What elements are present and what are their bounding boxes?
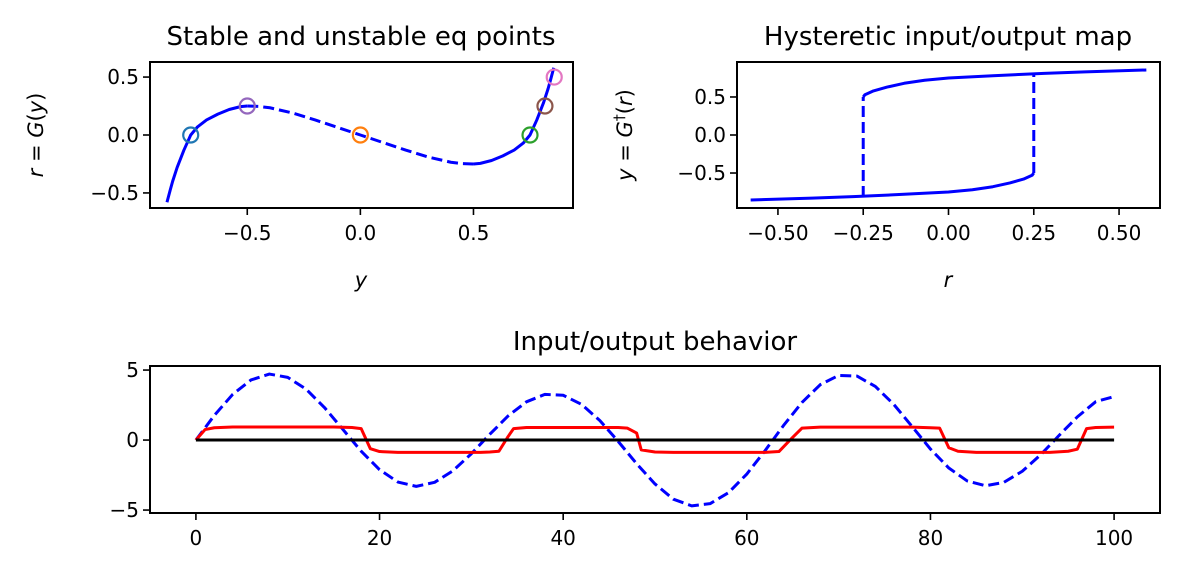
series-line-unstable-middle: [247, 104, 474, 166]
series-line-upper-branch: [862, 68, 1147, 98]
chart-title: Hysteretic input/output map: [764, 22, 1132, 52]
x-tick-label: 0.0: [344, 221, 376, 245]
x-tick-label: 0.5: [458, 221, 490, 245]
series-line-input-r: [194, 372, 1115, 508]
x-tick-label: 0.25: [1012, 221, 1057, 245]
x-tick-label: 0.00: [926, 221, 971, 245]
y-axis-label-close: ): [24, 93, 48, 101]
series-line-stable-left: [165, 104, 248, 203]
y-axis-label-fn: G: [24, 121, 48, 137]
y-axis-label-close: ): [613, 89, 637, 97]
series-line-output-y: [194, 425, 1115, 454]
x-tick-label: 0.50: [1097, 221, 1142, 245]
chart-title: Stable and unstable eq points: [166, 22, 555, 52]
y-tick-label: 0.0: [107, 123, 139, 147]
plot-area: 0 20 40 60 80 100 −5 0 5: [110, 358, 1161, 550]
chart-title: Input/output behavior: [513, 327, 798, 357]
axes-frame: [736, 61, 1161, 209]
x-tick-label: 100: [1095, 526, 1133, 550]
y-axis-label-arg: r: [613, 96, 637, 106]
y-axis-label-open: (: [613, 106, 637, 114]
x-tick-label: 80: [918, 526, 943, 550]
y-axis-label-eq: =: [613, 137, 637, 168]
series-line-stable-right: [473, 67, 556, 166]
panel-input-output-behavior: Input/output behavior 0 20 40 60 80 100 −5 0 5: [110, 327, 1161, 550]
y-axis-label-sup: †: [612, 114, 628, 121]
y-tick-label: −0.5: [677, 161, 726, 185]
y-tick-label: −0.5: [90, 181, 139, 205]
eq-point-marker: [182, 126, 200, 144]
x-tick-label: 40: [550, 526, 575, 550]
series-line-lower-branch: [750, 172, 1035, 202]
y-axis-label: r = G(y): [24, 93, 48, 178]
y-tick-label: 0: [126, 428, 139, 452]
x-tick-label: −0.5: [223, 221, 272, 245]
x-tick-label: −0.25: [833, 221, 894, 245]
eq-point-marker: [351, 126, 369, 144]
eq-point-marker: [545, 68, 563, 86]
y-axis-label-lhs: r: [24, 167, 48, 177]
eq-point-marker: [536, 97, 554, 115]
x-tick-label: 60: [734, 526, 759, 550]
series-group: [194, 372, 1115, 508]
y-axis-label-fn: G: [613, 121, 637, 137]
y-tick-label: 0.5: [107, 65, 139, 89]
eq-point-marker: [238, 97, 256, 115]
x-tick-label: −0.50: [747, 221, 808, 245]
series-group: [165, 67, 556, 203]
y-tick-label: −5: [110, 498, 139, 522]
plot-area: −0.50 −0.25 0.00 0.25 0.50 −0.5 0.0 0.5: [677, 61, 1161, 245]
y-axis-label-open: (: [24, 113, 48, 121]
y-axis-label: y = G†(r): [612, 89, 637, 182]
y-tick-label: 5: [126, 358, 139, 382]
plot-area: −0.5 0.0 0.5 −0.5 0.0 0.5: [90, 61, 574, 245]
y-tick-label: 0.5: [694, 85, 726, 109]
series-group: [750, 68, 1147, 202]
x-axis-label: r: [944, 268, 954, 292]
y-tick-label: 0.0: [694, 123, 726, 147]
y-axis-label-eq: =: [24, 138, 48, 169]
panel-stable-unstable-eq-points: Stable and unstable eq points −0.5 0.0 0.5…: [24, 22, 574, 292]
x-axis-label: y: [354, 268, 368, 292]
y-axis-label-lhs: y: [613, 168, 637, 182]
panel-hysteretic-map: Hysteretic input/output map −0.50 −0.25 0.…: [612, 22, 1161, 292]
x-tick-label: 0: [190, 526, 203, 550]
y-axis-label-arg: y: [24, 100, 48, 114]
eq-point-marker: [521, 126, 539, 144]
x-tick-label: 20: [367, 526, 392, 550]
